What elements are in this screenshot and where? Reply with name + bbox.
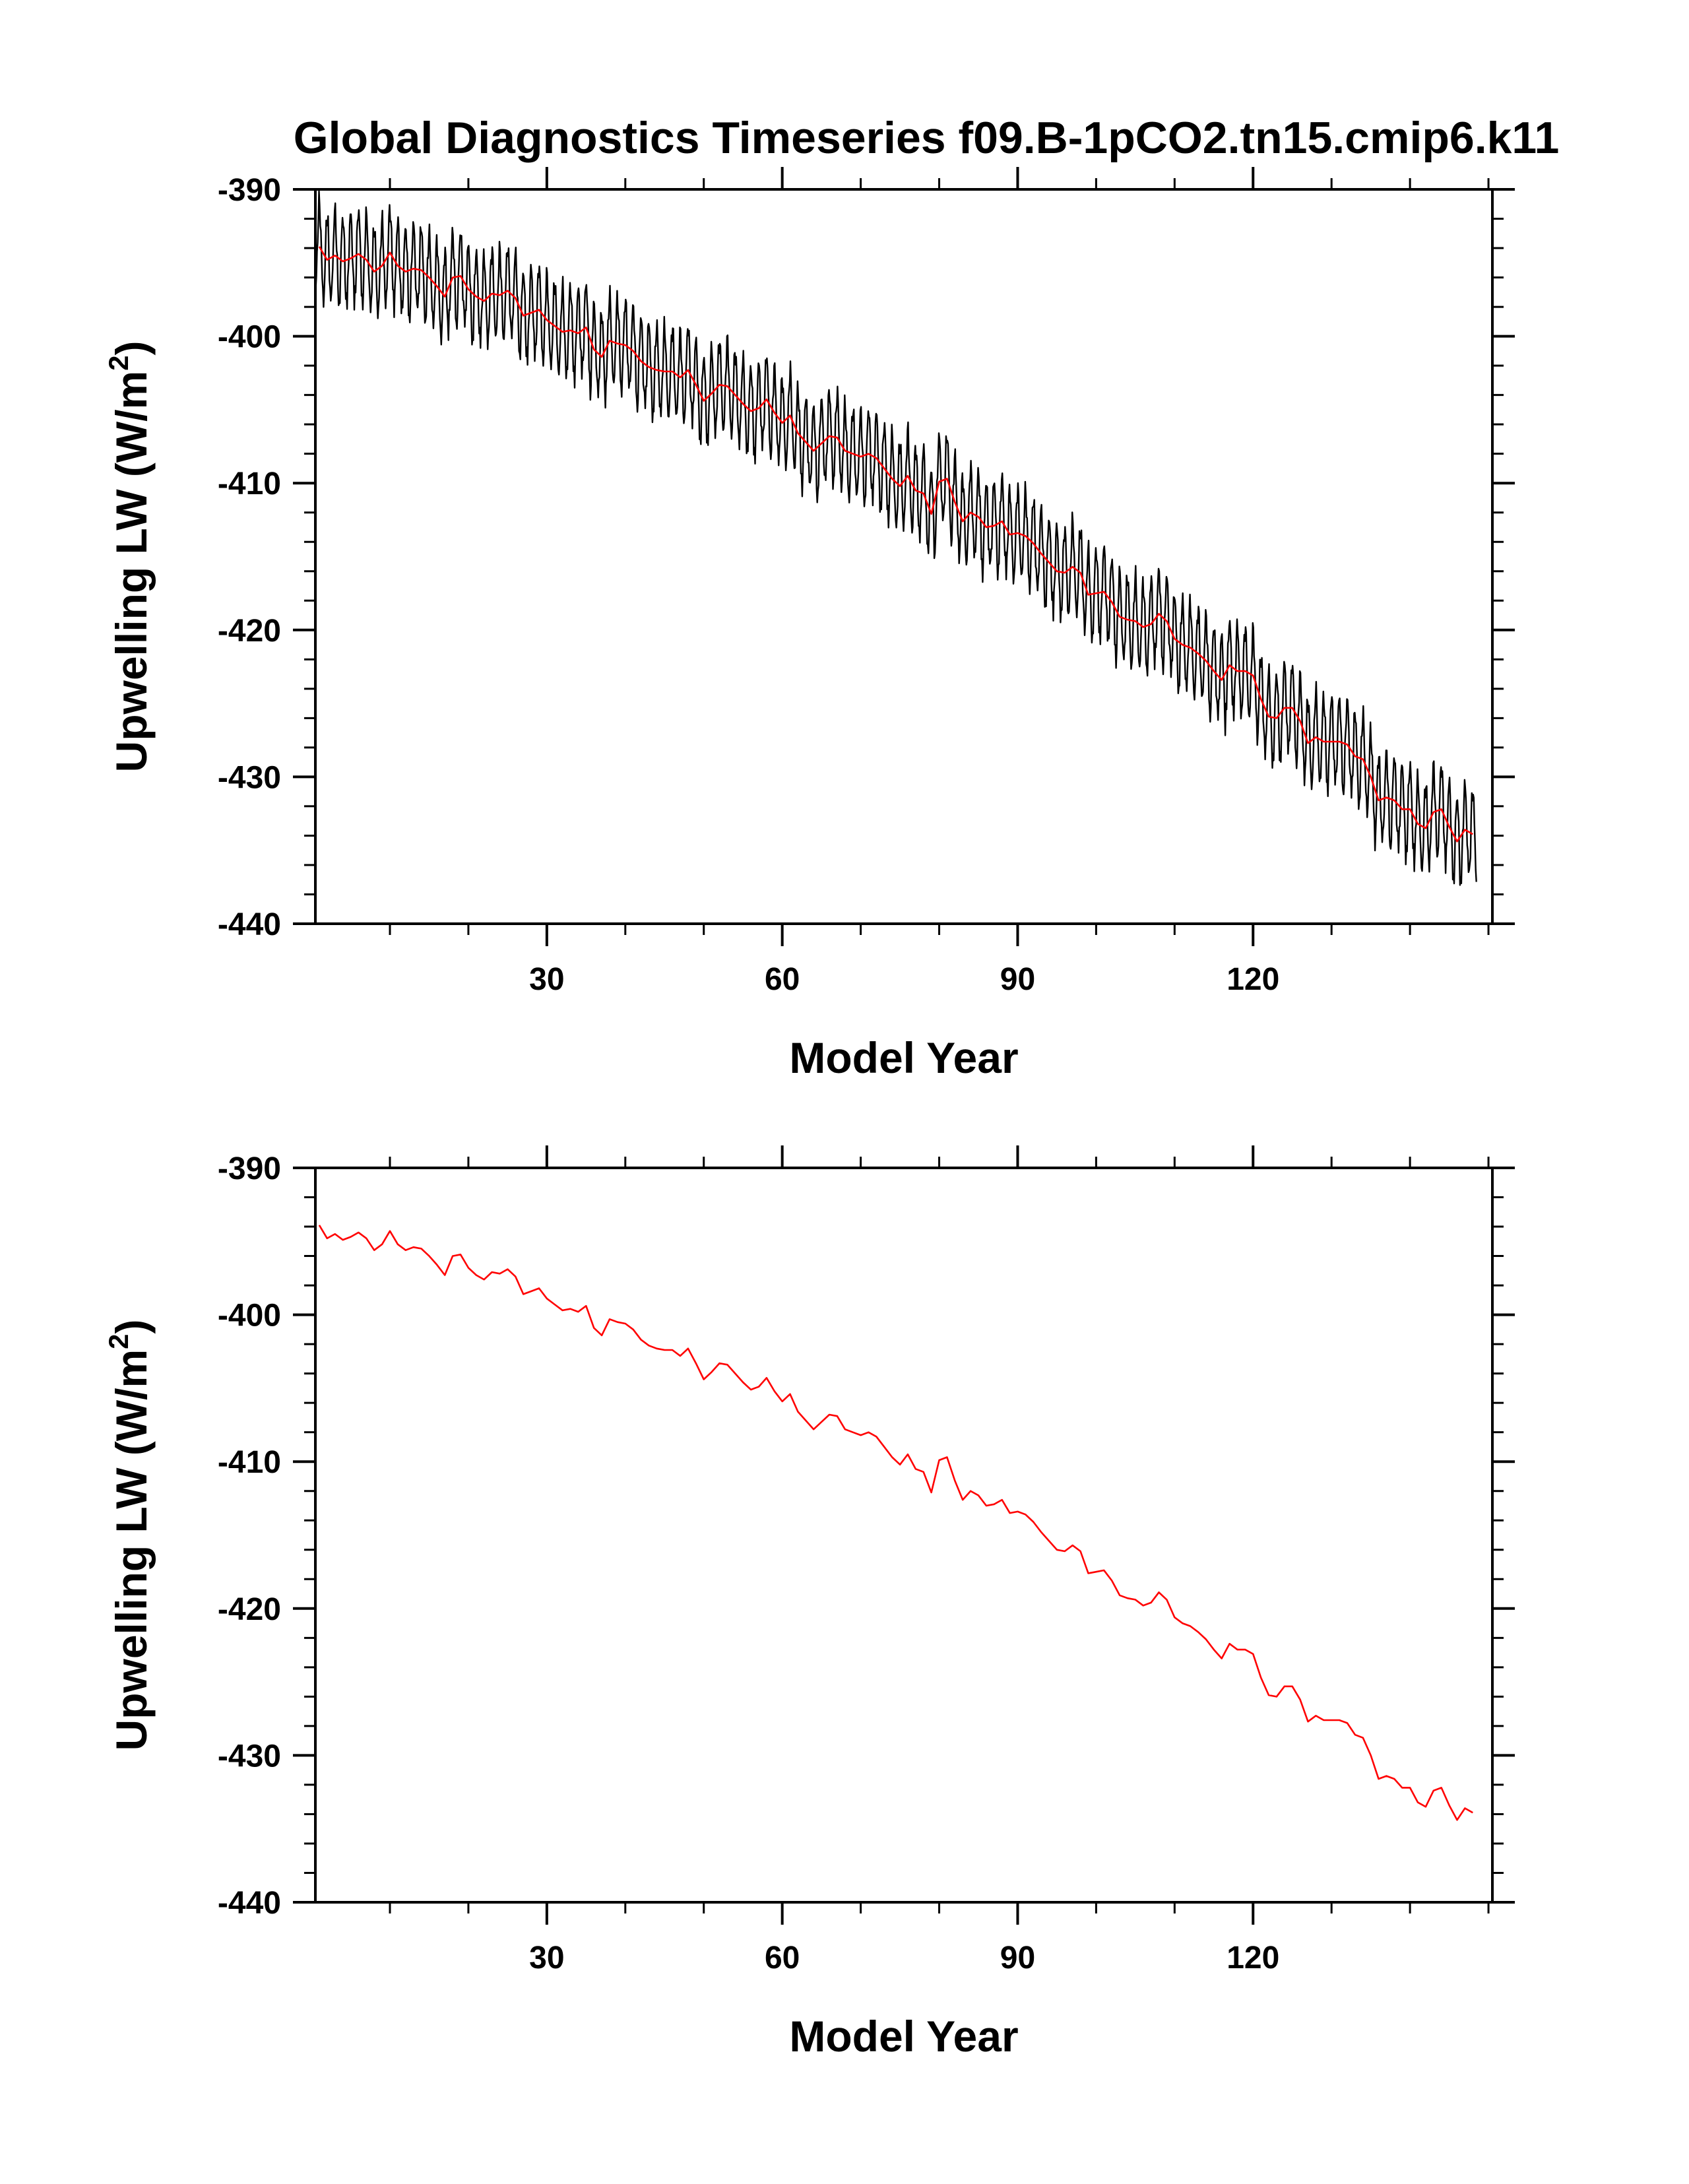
x-tick-label: 120 bbox=[1227, 1941, 1279, 1975]
plot-frame bbox=[314, 1167, 1494, 1904]
x-axis-label: Model Year bbox=[789, 2012, 1018, 2061]
y-tick-label: -420 bbox=[218, 1592, 281, 1627]
x-tick-label: 30 bbox=[529, 1941, 564, 1975]
y-tick-label: -410 bbox=[218, 466, 281, 501]
x-tick-label: 60 bbox=[765, 1941, 800, 1975]
x-tick-label: 90 bbox=[1000, 1941, 1035, 1975]
y-tick-label: -400 bbox=[218, 320, 281, 355]
y-tick-label: -430 bbox=[218, 1739, 281, 1774]
y-tick-label: -400 bbox=[218, 1299, 281, 1333]
plot-frame bbox=[314, 188, 1494, 925]
y-axis-label: Upwelling LW (W/m2) bbox=[103, 341, 156, 773]
series-annual-line bbox=[318, 246, 1473, 843]
y-tick-label: -440 bbox=[218, 907, 281, 942]
panel-top: 30 60 90 120 -390 -400 -410 -420 -430 -440 Model Y… bbox=[103, 167, 1515, 1082]
y-tick-label: -440 bbox=[218, 1886, 281, 1921]
series-monthly-line bbox=[315, 190, 1477, 886]
x-axis-label: Model Year bbox=[789, 1033, 1018, 1082]
x-tick-label: 120 bbox=[1227, 962, 1279, 997]
panel-bottom: 30 60 90 120 -390 -400 -410 -420 -430 -440 Model Y… bbox=[103, 1145, 1515, 2061]
y-tick-label: -390 bbox=[218, 1151, 281, 1186]
series-annual-line bbox=[318, 1225, 1473, 1821]
y-tick-label: -420 bbox=[218, 614, 281, 649]
y-tick-label: -430 bbox=[218, 760, 281, 795]
y-tick-label: -410 bbox=[218, 1445, 281, 1480]
x-tick-label: 30 bbox=[529, 962, 564, 997]
x-tick-label: 90 bbox=[1000, 962, 1035, 997]
chart-title: Global Diagnostics Timeseries f09.B-1pCO… bbox=[294, 113, 1560, 163]
x-tick-label: 60 bbox=[765, 962, 800, 997]
y-tick-label: -390 bbox=[218, 173, 281, 208]
y-axis-label: Upwelling LW (W/m2) bbox=[103, 1320, 156, 1751]
